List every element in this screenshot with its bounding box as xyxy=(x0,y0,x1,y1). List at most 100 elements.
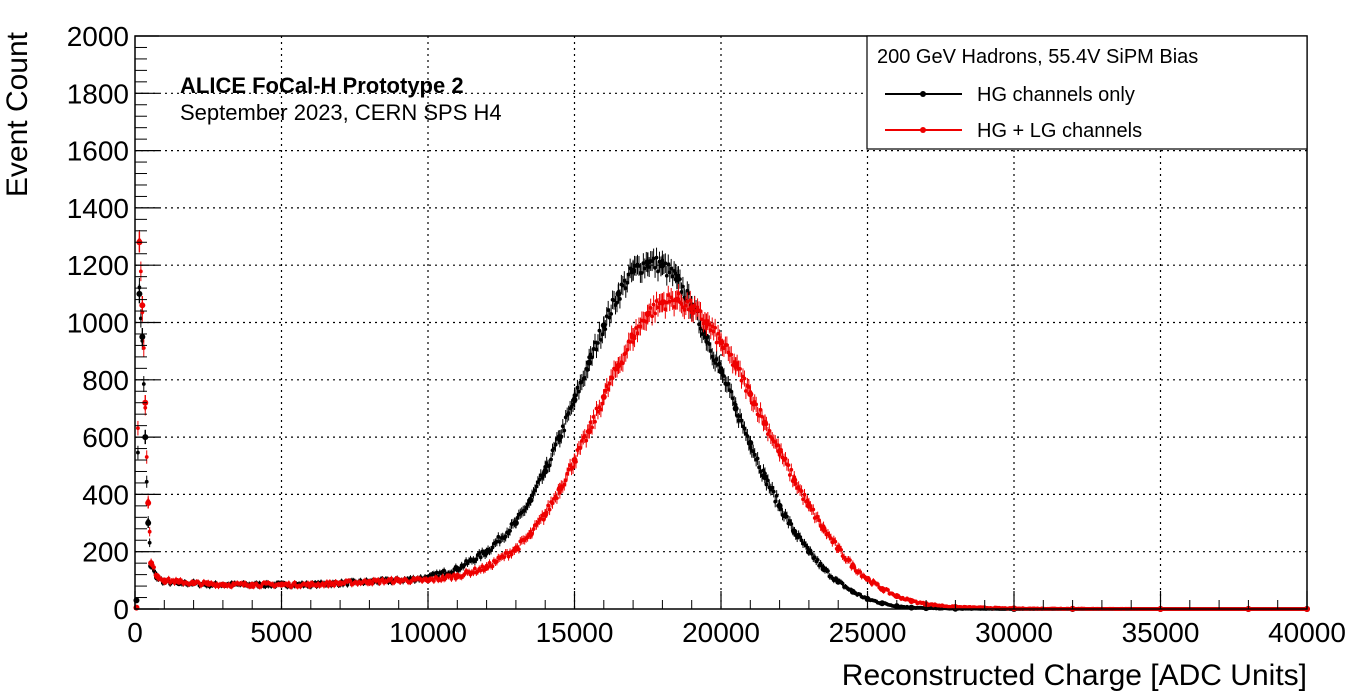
bin-marker xyxy=(604,314,609,319)
bin-marker xyxy=(650,314,655,319)
bin-marker xyxy=(651,302,656,307)
bin-marker xyxy=(678,277,682,282)
bin-marker xyxy=(172,581,177,585)
legend-title: 200 GeV Hadrons, 55.4V SiPM Bias xyxy=(877,46,1198,68)
bin-marker xyxy=(711,329,716,334)
bin-marker xyxy=(625,347,630,352)
x-tick-label: 5000 xyxy=(250,617,312,648)
bin-marker xyxy=(503,534,508,539)
bin-marker xyxy=(458,566,463,571)
bin-marker xyxy=(744,389,748,393)
bin-marker xyxy=(141,382,146,386)
bin-marker xyxy=(486,565,490,569)
bin-marker xyxy=(713,325,718,330)
bin-marker xyxy=(790,479,795,484)
bin-marker xyxy=(553,442,558,447)
bin-marker xyxy=(615,300,619,305)
bin-marker xyxy=(578,446,583,450)
bin-marker xyxy=(588,352,593,357)
bin-marker xyxy=(707,342,712,346)
bin-marker xyxy=(746,441,751,446)
bin-marker xyxy=(598,338,603,342)
x-tick-label: 30000 xyxy=(975,617,1053,648)
bin-marker xyxy=(760,473,764,478)
bin-marker xyxy=(600,332,605,337)
bin-marker xyxy=(798,535,803,539)
bin-marker xyxy=(434,570,439,575)
legend-entry-hg: HG channels only xyxy=(885,84,1135,106)
bin-marker xyxy=(453,565,458,569)
bin-marker xyxy=(719,366,723,371)
bin-marker xyxy=(730,396,735,401)
bin-marker xyxy=(286,581,291,586)
bin-marker xyxy=(604,384,609,388)
bin-marker xyxy=(494,539,499,544)
bin-marker xyxy=(609,311,614,316)
bin-marker xyxy=(807,501,811,506)
bin-marker xyxy=(263,584,268,589)
bin-marker xyxy=(305,581,310,586)
bin-marker xyxy=(566,467,571,472)
bin-marker xyxy=(449,576,454,581)
bin-marker xyxy=(528,497,533,502)
bin-marker xyxy=(704,324,709,329)
bin-marker xyxy=(146,519,151,523)
bin-marker xyxy=(691,311,696,316)
bin-marker xyxy=(623,286,628,291)
bin-marker xyxy=(514,521,518,526)
bin-marker xyxy=(729,389,734,394)
bin-marker xyxy=(735,413,740,418)
bin-marker xyxy=(587,429,592,434)
y-tick-label: 400 xyxy=(82,479,129,510)
bin-marker xyxy=(565,471,570,476)
bin-marker xyxy=(563,478,568,483)
bin-marker xyxy=(138,269,143,274)
bin-marker xyxy=(623,351,628,356)
bin-marker xyxy=(348,579,353,583)
bin-marker xyxy=(785,514,789,519)
bin-marker xyxy=(664,273,669,278)
y-tick-label: 800 xyxy=(82,365,129,396)
bin-marker xyxy=(848,558,852,563)
bin-marker xyxy=(664,300,669,305)
bin-marker xyxy=(767,428,772,433)
y-tick-label: 600 xyxy=(82,422,129,453)
bin-marker xyxy=(758,407,763,412)
bin-marker xyxy=(648,305,653,310)
bin-marker xyxy=(512,548,517,553)
bin-marker xyxy=(591,347,596,351)
bin-marker xyxy=(596,409,600,414)
bin-marker xyxy=(708,349,713,353)
bin-marker xyxy=(326,583,331,588)
bin-marker xyxy=(779,507,783,511)
bin-marker xyxy=(713,361,718,365)
bin-marker xyxy=(758,469,763,474)
x-tick-label: 20000 xyxy=(682,617,760,648)
bin-marker xyxy=(742,426,747,431)
bin-marker xyxy=(801,497,805,502)
y-axis-title: Event Count xyxy=(1,31,34,197)
bin-marker xyxy=(742,376,747,381)
bin-marker xyxy=(594,406,599,411)
bin-marker xyxy=(667,299,672,304)
bin-marker xyxy=(710,324,715,329)
bin-marker xyxy=(733,365,738,370)
bin-marker xyxy=(597,328,602,333)
legend-label-hglg: HG + LG channels xyxy=(977,120,1142,142)
bin-marker xyxy=(867,577,871,581)
bin-marker xyxy=(679,290,684,294)
bin-marker xyxy=(733,402,738,407)
bin-marker xyxy=(719,339,723,343)
bin-marker xyxy=(376,577,381,582)
bin-marker xyxy=(802,492,807,497)
bin-marker xyxy=(590,355,594,360)
y-tick-label: 1200 xyxy=(67,250,129,281)
legend-marker-hglg xyxy=(920,127,926,133)
bin-marker xyxy=(556,435,561,440)
bin-marker xyxy=(666,293,671,298)
bin-marker xyxy=(625,280,630,285)
bin-marker xyxy=(638,324,643,329)
bin-marker xyxy=(477,551,482,555)
bin-marker xyxy=(527,500,531,505)
x-tick-label: 25000 xyxy=(829,617,907,648)
